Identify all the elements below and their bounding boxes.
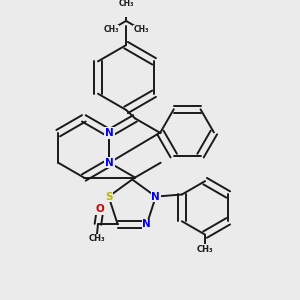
Text: CH₃: CH₃ — [118, 0, 134, 8]
Text: N: N — [105, 158, 114, 168]
Text: S: S — [105, 192, 112, 202]
Text: CH₃: CH₃ — [88, 235, 105, 244]
Text: CH₃: CH₃ — [197, 245, 213, 254]
Text: N: N — [105, 128, 114, 138]
Text: CH₃: CH₃ — [103, 25, 119, 34]
Text: N: N — [142, 219, 151, 229]
Text: CH₃: CH₃ — [134, 25, 149, 34]
Text: O: O — [96, 204, 105, 214]
Text: N: N — [152, 192, 160, 202]
